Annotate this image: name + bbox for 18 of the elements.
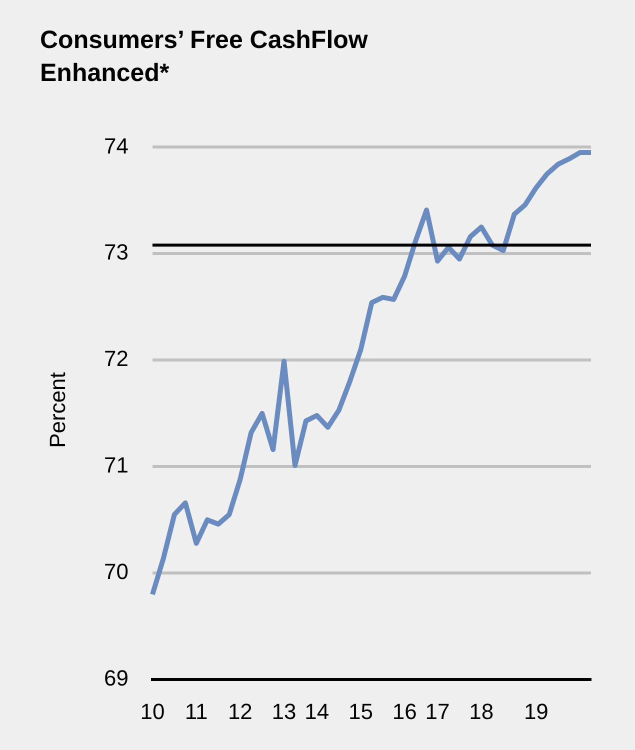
x-tick-label: 16 [392, 698, 417, 724]
x-tick-label: 18 [469, 698, 494, 724]
x-tick-label: 14 [304, 698, 330, 724]
x-tick-label: 15 [348, 698, 374, 724]
y-axis-title: Percent [45, 372, 71, 448]
chart-title: Consumers’ Free CashFlow Enhanced* [40, 25, 369, 89]
y-tick-label: 72 [104, 346, 128, 372]
x-tick-label: 17 [425, 698, 450, 724]
x-tick-label: 19 [524, 698, 548, 724]
x-tick-label: 10 [140, 698, 165, 724]
x-tick-label: 13 [272, 698, 296, 724]
y-tick-label: 71 [104, 452, 128, 478]
x-tick-label: 11 [184, 698, 208, 724]
x-tick-label: 12 [228, 698, 252, 724]
y-tick-label: 73 [104, 240, 128, 265]
y-tick-label: 69 [104, 666, 128, 691]
y-tick-label: 74 [104, 133, 128, 158]
y-tick-label: 70 [104, 559, 128, 584]
